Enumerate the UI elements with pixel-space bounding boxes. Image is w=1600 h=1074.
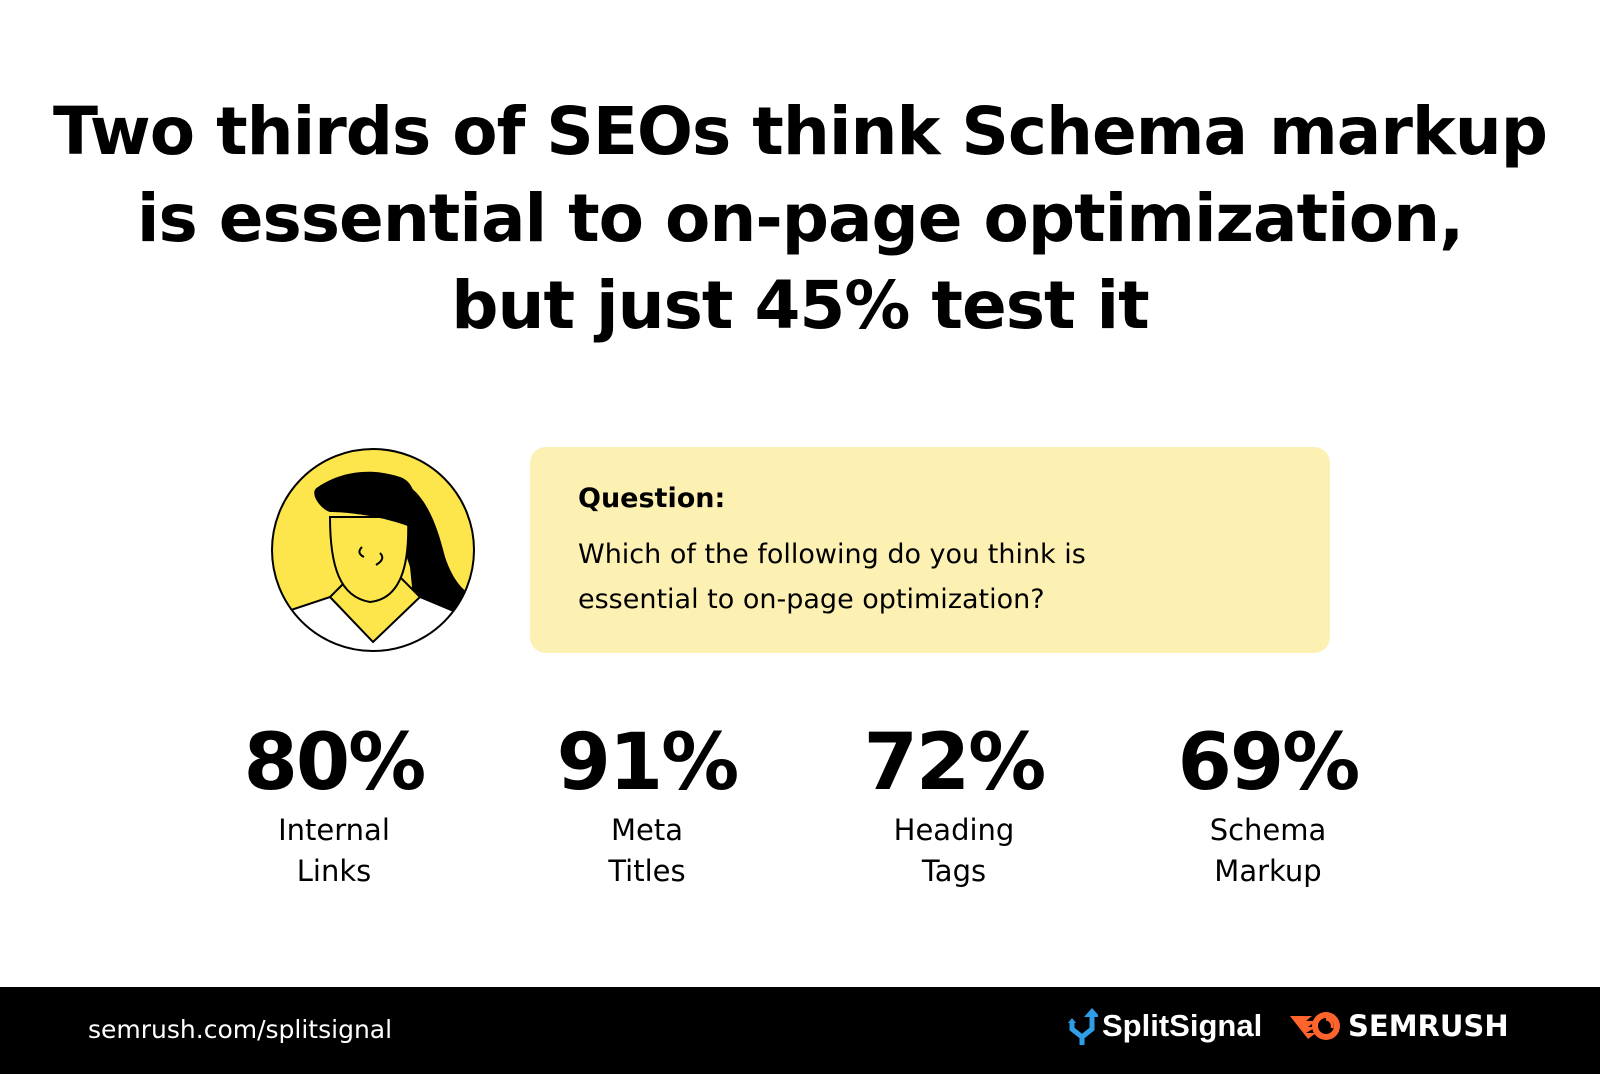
stat-value: 69% [1177,718,1361,808]
stat-label-line: Internal [278,813,390,847]
stat-meta-titles: 91% Meta Titles [497,718,797,892]
semrush-fireball-icon [1290,1012,1340,1040]
stat-label-line: Heading [893,813,1015,847]
stat-value: 91% [556,718,740,808]
stat-label: Meta Titles [497,810,797,892]
question-text: Which of the following do you think is e… [578,539,1086,615]
stat-label-line: Schema [1209,813,1327,847]
stat-label-line: Links [296,854,372,888]
stat-label: Heading Tags [804,810,1104,892]
footer-url[interactable]: semrush.com/splitsignal [88,1015,393,1044]
stat-value: 72% [863,718,1047,808]
stat-label-line: Tags [921,854,987,888]
stat-label-line: Meta [610,813,683,847]
semrush-logo: SEMRUSH [1290,1009,1509,1043]
splitsignal-logo: SplitSignal [1068,1007,1262,1045]
headline: Two thirds of SEOs think Schema markup i… [0,88,1600,349]
headline-line-3: but just 45% test it [451,267,1149,344]
split-arrow-icon [1068,1008,1098,1045]
splitsignal-wordmark: SplitSignal [1102,1008,1263,1043]
stat-heading-tags: 72% Heading Tags [804,718,1104,892]
headline-line-2: is essential to on-page optimization, [136,180,1464,257]
footer: semrush.com/splitsignal SplitSignal SEMR… [0,987,1600,1074]
stat-value: 80% [243,718,427,808]
stat-internal-links: 80% Internal Links [184,718,484,892]
stat-label: Internal Links [184,810,484,892]
avatar-illustration [271,448,475,652]
stat-label-line: Markup [1214,854,1322,888]
stat-label-line: Titles [608,854,686,888]
question-card: Question: Which of the following do you … [530,447,1330,653]
question-label: Question: [578,483,726,514]
headline-line-1: Two thirds of SEOs think Schema markup [53,93,1548,170]
stat-label: Schema Markup [1118,810,1418,892]
semrush-wordmark: SEMRUSH [1348,1009,1509,1043]
stat-schema-markup: 69% Schema Markup [1118,718,1418,892]
